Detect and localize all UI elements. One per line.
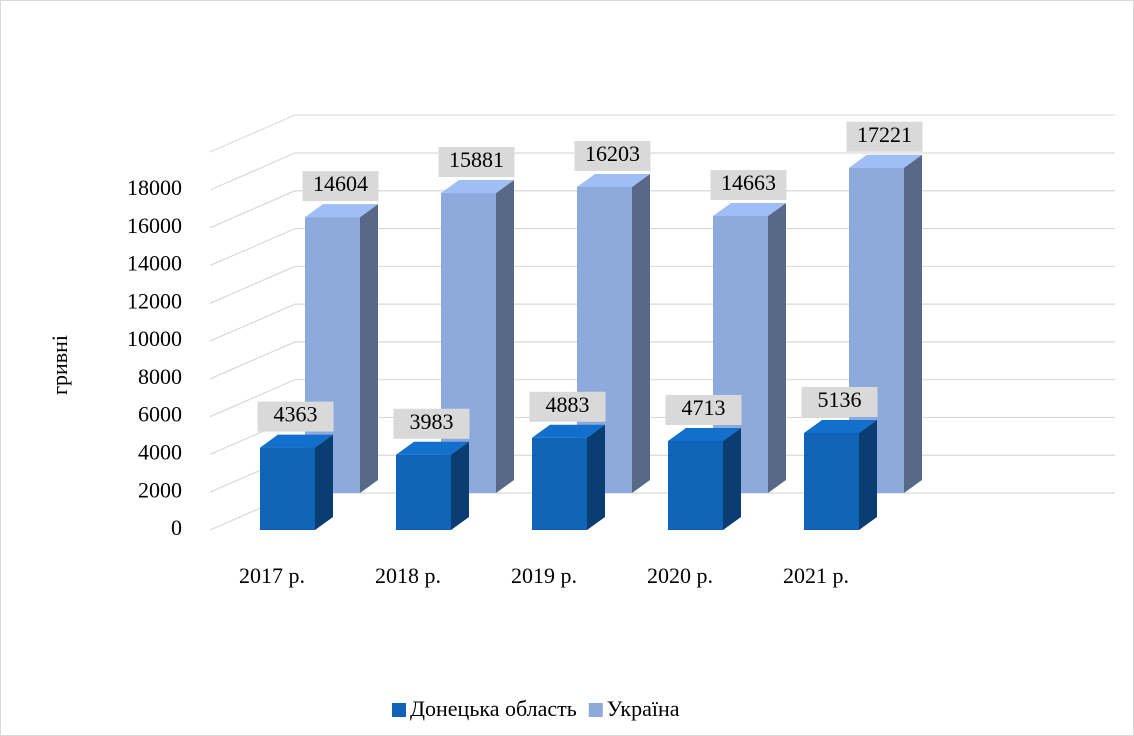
bar-top [804,419,877,433]
bar [668,440,723,530]
data-label-box [393,408,470,439]
bar-top [396,441,469,455]
grid-line [209,152,1115,191]
legend-swatch [588,703,603,717]
data-label: 4363 [274,402,318,427]
x-tick-label: 2020 р. [647,563,713,588]
data-label: 17221 [857,122,912,147]
x-tick-label: 2017 р. [239,563,305,588]
data-label: 16203 [585,141,640,166]
bar-side [723,427,741,530]
y-tick-label: 2000 [138,477,182,502]
legend-swatch [392,703,406,717]
y-tick-label: 8000 [138,364,182,389]
y-tick-label: 12000 [127,288,182,313]
wall-edge [209,114,1115,153]
grid-line [209,303,1115,342]
grid-line [209,227,1115,267]
y-tick-label: 0 [171,515,182,540]
bar-side [496,180,514,493]
data-label: 14604 [313,171,368,196]
data-label-box [257,401,334,432]
bar-side [315,434,333,530]
bar-side [360,204,378,493]
bar [260,447,315,530]
bar-side [451,441,469,530]
data-label: 3983 [410,409,454,434]
grid-line [209,341,1115,380]
data-label: 4883 [546,392,590,417]
data-label-box [302,171,379,202]
legend-label: Донецька область [410,696,577,721]
bar-side [859,419,877,530]
data-label-box [710,170,787,201]
y-tick-label: 16000 [127,213,182,238]
data-label-box [665,394,742,425]
data-label: 4713 [682,395,726,420]
y-tick-label: 18000 [127,175,182,200]
bar-side [587,424,605,530]
x-tick-label: 2018 р. [375,563,441,588]
bar-top [532,424,605,438]
y-tick-label: 10000 [127,326,182,351]
y-axis-label: гривні [47,335,72,395]
data-label-box [846,121,923,152]
bar [804,432,859,530]
data-label: 15881 [449,147,504,172]
x-tick-label: 2019 р. [511,563,577,588]
grid-line [209,190,1115,229]
bar-top [713,203,786,217]
data-label: 14663 [721,170,776,195]
bar-top [305,204,378,218]
data-label-box [529,391,606,422]
bar-top [577,173,650,187]
data-label-box [438,147,515,178]
y-tick-label: 6000 [138,402,182,427]
x-tick-label: 2021 р. [783,563,849,588]
bar-side [768,203,786,493]
bar-top [260,434,333,448]
y-tick-label: 4000 [138,439,182,464]
bar [396,454,451,530]
grid-line [209,265,1115,304]
bar-side [904,154,922,493]
bar [532,437,587,530]
grid-line [209,379,1115,418]
data-label: 5136 [818,387,862,412]
legend-label: Україна [607,696,680,721]
bar-top [849,154,922,168]
data-label-box [574,140,651,171]
data-label-box [801,386,878,417]
bar-side [632,173,650,493]
bar-top [668,427,741,441]
y-tick-label: 14000 [127,251,182,276]
bar-top [441,180,514,194]
